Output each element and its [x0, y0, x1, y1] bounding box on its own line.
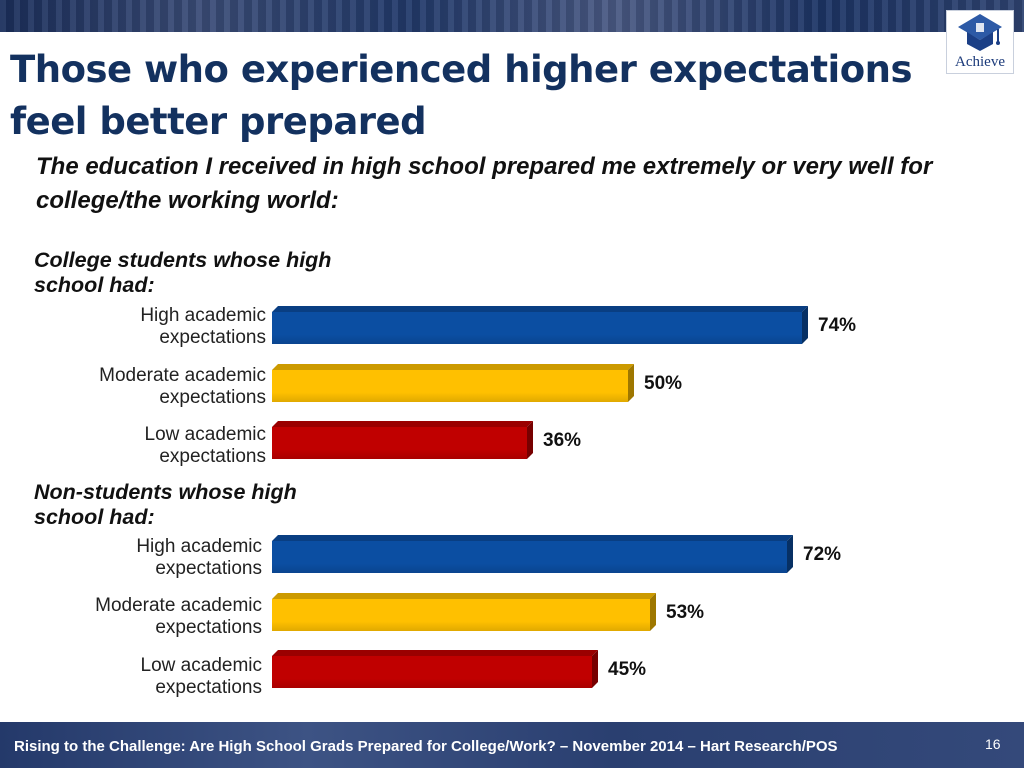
footer-bar: Rising to the Challenge: Are High School…	[0, 722, 1024, 768]
bar-low-expectations	[272, 421, 533, 459]
footer-source: Rising to the Challenge: Are High School…	[14, 738, 838, 755]
category-label-low: Low academic expectations	[20, 655, 262, 699]
category-label-low: Low academic expectations	[20, 424, 266, 468]
value-label-moderate: 50%	[644, 373, 683, 394]
achieve-logo: Achieve	[946, 10, 1014, 74]
bar-moderate-expectations	[272, 364, 634, 402]
category-label-line1: High academic	[136, 536, 262, 557]
category-label-line1: Moderate academic	[99, 365, 266, 386]
group-heading-college: College students whose high school had:	[34, 248, 332, 297]
category-label-line2: expectations	[155, 617, 262, 638]
mortarboard-icon	[958, 14, 1002, 51]
category-label-line1: Moderate academic	[95, 595, 262, 616]
chart-question: The education I received in high school …	[36, 153, 933, 214]
value-label-high: 74%	[818, 315, 857, 336]
photo-banner	[0, 0, 1024, 32]
category-label-line2: expectations	[159, 327, 266, 348]
category-label-line1: Low academic	[144, 424, 266, 445]
value-label-moderate: 53%	[666, 602, 705, 623]
value-label-high: 72%	[803, 544, 842, 565]
category-label-line2: expectations	[155, 558, 262, 579]
page-number: 16	[985, 736, 1001, 752]
category-label-line2: expectations	[155, 677, 262, 698]
value-label-low: 36%	[543, 430, 582, 451]
category-label-line1: Low academic	[140, 655, 262, 676]
bar-low-expectations	[272, 650, 598, 688]
logo-text: Achieve	[955, 54, 1005, 70]
slide-title: Those who experienced higher expectation…	[10, 48, 912, 143]
bar-high-expectations	[272, 306, 808, 344]
category-label-line2: expectations	[159, 446, 266, 467]
bar-moderate-expectations	[272, 593, 656, 631]
bar-high-expectations	[272, 535, 793, 573]
group-heading-non-students: Non-students whose high school had:	[34, 480, 297, 529]
value-label-low: 45%	[608, 659, 647, 680]
category-label-moderate: Moderate academic expectations	[20, 595, 262, 639]
category-label-moderate: Moderate academic expectations	[20, 365, 266, 409]
category-label-high: High academic expectations	[20, 536, 262, 580]
category-label-line1: High academic	[140, 305, 266, 326]
category-label-high: High academic expectations	[20, 305, 266, 349]
category-label-line2: expectations	[159, 387, 266, 408]
